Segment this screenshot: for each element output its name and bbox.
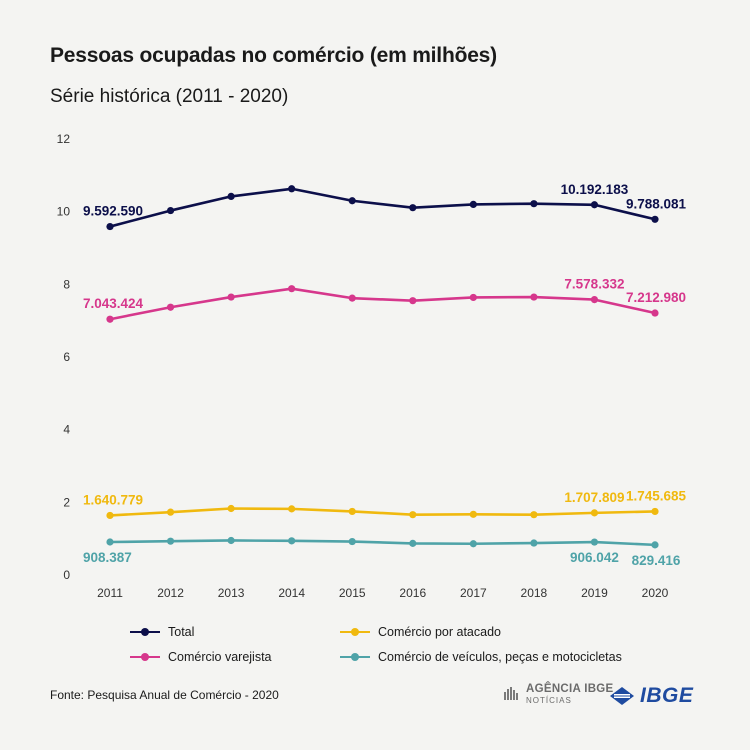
data-point[interactable]: [166, 206, 175, 215]
data-point[interactable]: [106, 538, 114, 546]
data-point[interactable]: [166, 303, 175, 311]
data-label: 906.042: [570, 550, 619, 565]
x-tick-label: 2016: [399, 586, 426, 600]
data-point[interactable]: [590, 509, 599, 517]
data-point[interactable]: [227, 536, 235, 545]
data-point[interactable]: [409, 539, 417, 547]
x-tick-label: 2019: [581, 586, 608, 600]
data-label: 829.416: [632, 553, 681, 568]
data-point[interactable]: [348, 507, 356, 516]
data-point[interactable]: [106, 511, 114, 520]
data-point[interactable]: [166, 537, 175, 545]
x-tick-label: 2020: [642, 586, 669, 600]
data-point[interactable]: [348, 294, 356, 302]
ibge-logo[interactable]: IBGE: [609, 684, 693, 708]
data-label: 7.043.424: [83, 296, 144, 311]
legend-item-veiculos[interactable]: Comércio de veículos, peças e motociclet…: [340, 650, 622, 664]
legend-swatch-veiculos: [340, 653, 370, 661]
source-note: Fonte: Pesquisa Anual de Comércio - 2020: [50, 688, 279, 702]
series-line: [108, 539, 657, 547]
legend-label-atacado: Comércio por atacado: [378, 625, 501, 639]
data-point[interactable]: [469, 510, 477, 518]
y-tick-label: 0: [63, 568, 70, 582]
ibge-wordmark: IBGE: [640, 684, 694, 707]
legend-label-varejista: Comércio varejista: [168, 650, 272, 664]
x-tick-label: 2018: [521, 586, 548, 600]
data-point[interactable]: [227, 293, 235, 301]
data-label: 1.707.809: [564, 490, 624, 505]
series-line: [108, 187, 657, 228]
agencia-ibge-logo[interactable]: AGÊNCIA IBGE NOTÍCIAS: [503, 683, 614, 705]
legend-item-total[interactable]: Total: [130, 625, 194, 639]
data-point[interactable]: [530, 293, 538, 301]
x-tick-label: 2013: [218, 586, 245, 600]
data-point[interactable]: [590, 538, 599, 546]
data-point[interactable]: [409, 297, 417, 305]
agencia-mark-icon: [504, 687, 518, 701]
data-label: 908.387: [83, 550, 132, 565]
data-point[interactable]: [348, 537, 356, 546]
data-point[interactable]: [106, 222, 114, 231]
data-point[interactable]: [469, 540, 477, 548]
y-tick-label: 6: [63, 350, 70, 364]
data-point[interactable]: [288, 505, 296, 513]
data-point[interactable]: [530, 200, 538, 208]
data-point[interactable]: [106, 315, 114, 323]
axes: 0 2 4 6 8 10 12 2011 2012 2013 2014 2015 2016 2017 201…: [57, 132, 669, 600]
data-point[interactable]: [530, 539, 538, 547]
series-line: [108, 287, 657, 321]
data-point[interactable]: [651, 507, 659, 516]
data-label: 9.788.081: [626, 196, 687, 211]
data-label: 1.640.779: [83, 492, 143, 507]
legend-swatch-total: [130, 628, 160, 636]
data-point[interactable]: [288, 537, 296, 545]
data-point[interactable]: [651, 215, 659, 223]
data-point[interactable]: [227, 192, 235, 201]
agencia-subtitle: NOTÍCIAS: [526, 695, 572, 705]
legend-label-veiculos: Comércio de veículos, peças e motociclet…: [378, 650, 622, 664]
y-tick-label: 2: [63, 495, 70, 509]
line-chart: 0 2 4 6 8 10 12 2011 2012 2013 2014 2015 2016 2017 201…: [57, 132, 687, 600]
data-label: 7.578.332: [564, 277, 624, 292]
legend-label-total: Total: [168, 625, 195, 639]
x-tick-label: 2012: [157, 586, 184, 600]
data-label: 7.212.980: [626, 290, 686, 305]
legend-swatch-atacado: [340, 628, 370, 636]
data-point[interactable]: [469, 293, 477, 302]
data-point[interactable]: [469, 200, 477, 208]
data-point[interactable]: [590, 201, 599, 209]
x-tick-label: 2017: [460, 586, 487, 600]
y-tick-label: 4: [63, 423, 70, 437]
series-lines: [106, 185, 659, 549]
data-label: 1.745.685: [626, 488, 687, 503]
data-point[interactable]: [651, 309, 659, 317]
data-point[interactable]: [651, 541, 659, 549]
x-tick-label: 2014: [278, 586, 305, 600]
data-point[interactable]: [409, 511, 417, 519]
data-label: 10.192.183: [561, 182, 629, 197]
legend-item-varejista[interactable]: Comércio varejista: [130, 650, 272, 664]
y-tick-label: 12: [57, 132, 71, 146]
legend-swatch-varejista: [130, 653, 160, 661]
x-tick-label: 2011: [97, 586, 123, 600]
data-label: 9.592.590: [83, 204, 143, 219]
y-tick-label: 8: [63, 277, 70, 291]
x-tick-label: 2015: [339, 586, 366, 600]
legend-item-atacado[interactable]: Comércio por atacado: [340, 625, 501, 639]
agencia-name: AGÊNCIA IBGE: [526, 683, 614, 695]
data-point[interactable]: [227, 504, 235, 513]
data-point[interactable]: [590, 295, 599, 304]
data-point[interactable]: [348, 197, 356, 205]
data-point[interactable]: [530, 511, 538, 519]
data-point[interactable]: [166, 508, 175, 516]
y-tick-label: 10: [57, 205, 71, 219]
page-title: Pessoas ocupadas no comércio (em milhões…: [50, 44, 497, 67]
data-point[interactable]: [288, 285, 296, 293]
page-subtitle: Série histórica (2011 - 2020): [50, 86, 289, 107]
data-point[interactable]: [409, 204, 417, 212]
series-line: [108, 507, 657, 517]
ibge-symbol-icon: [610, 687, 634, 705]
data-point[interactable]: [288, 185, 296, 193]
